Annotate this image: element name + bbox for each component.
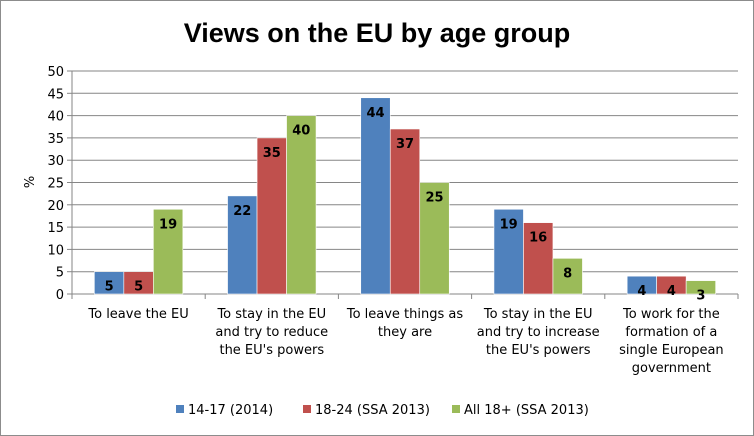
y-tick-label: 5 bbox=[56, 266, 64, 281]
legend-item: All 18+ (SSA 2013) bbox=[452, 403, 589, 418]
legend-item: 14-17 (2014) bbox=[176, 403, 273, 418]
legend-label: 18-24 (SSA 2013) bbox=[315, 403, 430, 418]
data-label: 22 bbox=[233, 204, 251, 219]
bar bbox=[286, 115, 317, 295]
data-label: 5 bbox=[105, 280, 114, 295]
legend-label: All 18+ (SSA 2013) bbox=[464, 403, 589, 418]
chart-title: Views on the EU by age group bbox=[184, 18, 571, 48]
data-label: 25 bbox=[425, 191, 443, 206]
data-label: 44 bbox=[366, 106, 384, 121]
data-label: 37 bbox=[396, 137, 414, 152]
x-category-label: they are bbox=[378, 325, 432, 340]
y-tick-label: 25 bbox=[47, 177, 64, 192]
x-category-label: and try to reduce bbox=[215, 325, 328, 340]
y-axis-label: % bbox=[23, 176, 38, 188]
x-category-label: single European bbox=[619, 343, 724, 358]
x-category-label: To work for the bbox=[622, 307, 720, 322]
data-label: 19 bbox=[500, 217, 518, 232]
data-label: 35 bbox=[263, 146, 281, 161]
y-tick-label: 10 bbox=[47, 243, 64, 258]
bar bbox=[552, 258, 583, 295]
legend-swatch bbox=[176, 405, 184, 413]
bar bbox=[523, 222, 554, 295]
bar bbox=[419, 182, 450, 295]
data-label: 5 bbox=[134, 280, 143, 295]
bar bbox=[227, 195, 258, 295]
data-label: 40 bbox=[292, 124, 310, 139]
bar bbox=[685, 280, 716, 295]
x-category-label: formation of a bbox=[625, 325, 717, 340]
bar bbox=[256, 137, 287, 295]
data-label: 4 bbox=[667, 284, 676, 299]
legend-item: 18-24 (SSA 2013) bbox=[303, 403, 430, 418]
bar bbox=[360, 97, 391, 295]
x-category-label: and try to increase bbox=[477, 325, 600, 340]
y-tick-label: 35 bbox=[47, 132, 64, 147]
bar bbox=[493, 208, 524, 295]
y-tick-label: 45 bbox=[47, 87, 64, 102]
bar bbox=[153, 208, 184, 295]
data-label: 4 bbox=[637, 284, 646, 299]
x-category-label: To leave things as bbox=[346, 307, 464, 322]
x-category-label: To leave the EU bbox=[87, 307, 188, 322]
x-category-label: To stay in the EU bbox=[216, 307, 326, 322]
x-category-label: the EU's powers bbox=[219, 343, 324, 358]
y-tick-label: 50 bbox=[47, 65, 64, 80]
bar bbox=[389, 128, 421, 295]
x-category-label: government bbox=[632, 361, 711, 376]
y-tick-label: 0 bbox=[56, 288, 64, 303]
y-tick-label: 15 bbox=[47, 221, 64, 236]
y-tick-label: 30 bbox=[47, 154, 64, 169]
legend-swatch bbox=[303, 405, 311, 413]
x-category-label: the EU's powers bbox=[486, 343, 591, 358]
legend-label: 14-17 (2014) bbox=[188, 403, 273, 418]
data-label: 19 bbox=[159, 217, 177, 232]
data-label: 3 bbox=[696, 289, 705, 304]
y-tick-label: 20 bbox=[47, 199, 64, 214]
data-label: 16 bbox=[529, 231, 547, 246]
x-category-label: To stay in the EU bbox=[483, 307, 593, 322]
legend-swatch bbox=[452, 405, 460, 413]
data-label: 8 bbox=[563, 266, 572, 281]
y-tick-label: 40 bbox=[47, 110, 64, 125]
